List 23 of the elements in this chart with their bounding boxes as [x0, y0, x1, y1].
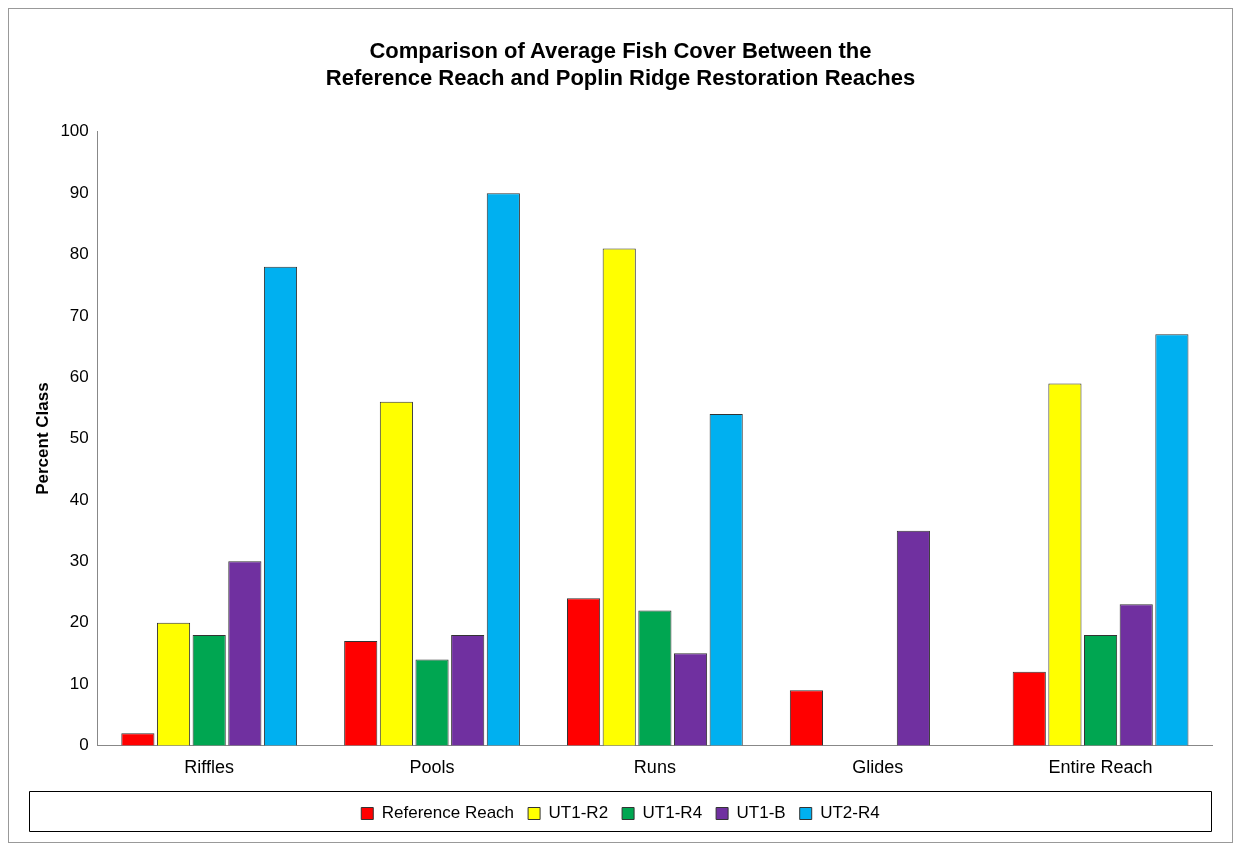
legend-label: UT1-R2	[548, 803, 609, 823]
y-tick-label: 60	[69, 366, 89, 386]
x-tick-label: Glides	[852, 757, 904, 778]
y-tick-label: 30	[69, 551, 89, 571]
chart-title: Comparison of Average Fish Cover Between the Reference Reach and Poplin Ridge Restoration Reaches	[325, 38, 916, 90]
x-tick-label: Riffles	[184, 757, 235, 778]
y-tick-label: 40	[69, 489, 89, 509]
legend-label: Reference Reach	[381, 803, 515, 823]
legend-label: UT1-R4	[642, 803, 703, 823]
y-axis-title: Percent Class	[32, 382, 52, 495]
y-tick-label: 10	[69, 673, 89, 693]
x-tick-label: Runs	[633, 757, 676, 778]
y-tick-label: 0	[79, 735, 89, 755]
legend-label: UT1-B	[736, 803, 786, 823]
x-tick-label: Entire Reach	[1048, 757, 1153, 778]
y-tick-label: 90	[69, 182, 89, 202]
y-tick-label: 100	[60, 121, 89, 141]
y-tick-label: 80	[69, 244, 89, 264]
legend-label: UT2-R4	[820, 803, 880, 823]
y-tick-label: 20	[69, 612, 89, 632]
y-tick-label: 70	[69, 305, 89, 325]
y-tick-label: 50	[69, 428, 89, 448]
x-tick-label: Pools	[409, 757, 455, 778]
